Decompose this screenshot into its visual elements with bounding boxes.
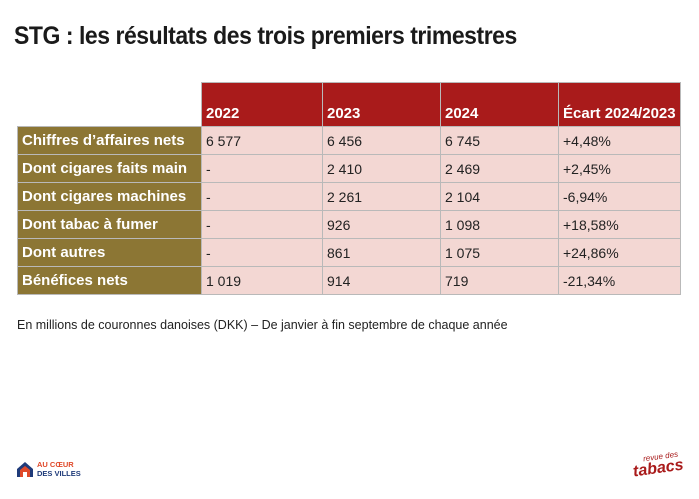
- au-coeur-des-villes-logo: AU CŒUR DES VILLES: [17, 460, 81, 478]
- table-cell: 2 410: [322, 154, 441, 183]
- table-cell: -: [201, 154, 323, 183]
- table-cell: -: [201, 182, 323, 211]
- row-label: Dont cigares faits main: [17, 154, 202, 183]
- page-title: STG : les résultats des trois premiers t…: [14, 22, 517, 50]
- table-cell: +2,45%: [558, 154, 681, 183]
- table-cell: +4,48%: [558, 126, 681, 155]
- table-cell: 2 104: [440, 182, 559, 211]
- column-header-2023: 2023: [322, 82, 441, 127]
- row-label: Bénéfices nets: [17, 266, 202, 295]
- column-header-2022: 2022: [201, 82, 323, 127]
- table-cell: 926: [322, 210, 441, 239]
- source-note: En millions de couronnes danoises (DKK) …: [17, 318, 508, 332]
- table-row: Bénéfices nets 1 019 914 719 -21,34%: [17, 266, 681, 295]
- row-label: Dont autres: [17, 238, 202, 267]
- table-cell: 6 745: [440, 126, 559, 155]
- table-cell: -21,34%: [558, 266, 681, 295]
- logo-right-big: tabacs: [631, 456, 685, 481]
- table-cell: -: [201, 238, 323, 267]
- table-row: Dont cigares faits main - 2 410 2 469 +2…: [17, 154, 681, 183]
- table-header-row: 2022 2023 2024 Écart 2024/2023: [17, 82, 681, 127]
- table-cell: 1 098: [440, 210, 559, 239]
- table-cell: -: [201, 210, 323, 239]
- table-cell: +18,58%: [558, 210, 681, 239]
- row-label: Chiffres d’affaires nets: [17, 126, 202, 155]
- column-header-ecart: Écart 2024/2023: [558, 82, 681, 127]
- table-cell: 861: [322, 238, 441, 267]
- results-table: 2022 2023 2024 Écart 2024/2023 Chiffres …: [17, 82, 681, 295]
- table-row: Chiffres d’affaires nets 6 577 6 456 6 7…: [17, 126, 681, 155]
- table-cell: 1 019: [201, 266, 323, 295]
- table-cell: 2 261: [322, 182, 441, 211]
- table-cell: 1 075: [440, 238, 559, 267]
- table-cell: 719: [440, 266, 559, 295]
- row-label: Dont tabac à fumer: [17, 210, 202, 239]
- table-cell: 6 456: [322, 126, 441, 155]
- table-cell: 6 577: [201, 126, 323, 155]
- table-cell: +24,86%: [558, 238, 681, 267]
- row-label: Dont cigares machines: [17, 182, 202, 211]
- column-header-2024: 2024: [440, 82, 559, 127]
- revue-des-tabacs-logo: revue des tabacs: [631, 450, 685, 488]
- table-cell: 914: [322, 266, 441, 295]
- table-cell: 2 469: [440, 154, 559, 183]
- table-row: Dont autres - 861 1 075 +24,86%: [17, 238, 681, 267]
- logo-left-line2: DES VILLES: [37, 469, 81, 478]
- table-row: Dont cigares machines - 2 261 2 104 -6,9…: [17, 182, 681, 211]
- logo-left-line1: AU CŒUR: [37, 460, 74, 469]
- house-logo-icon: [17, 462, 33, 477]
- table-corner-cell: [17, 82, 202, 127]
- table-row: Dont tabac à fumer - 926 1 098 +18,58%: [17, 210, 681, 239]
- table-cell: -6,94%: [558, 182, 681, 211]
